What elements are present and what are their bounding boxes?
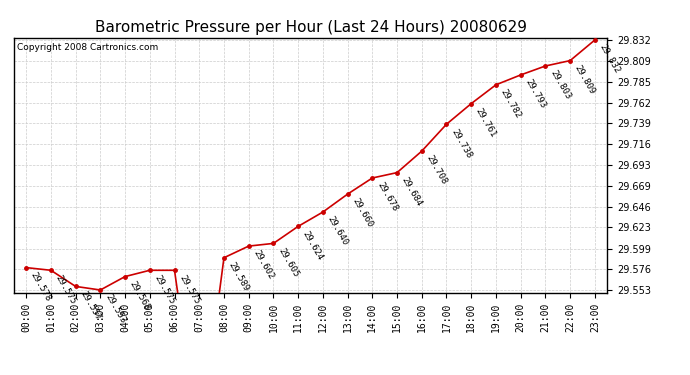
Text: 29.380: 29.380 (0, 374, 1, 375)
Text: 29.803: 29.803 (548, 69, 572, 101)
Text: 29.809: 29.809 (573, 63, 597, 96)
Text: 29.589: 29.589 (227, 261, 250, 293)
Text: 29.782: 29.782 (499, 88, 522, 120)
Text: 29.832: 29.832 (598, 43, 622, 75)
Text: 29.605: 29.605 (276, 246, 300, 279)
Text: 29.578: 29.578 (29, 270, 53, 303)
Text: 29.660: 29.660 (351, 197, 374, 230)
Text: 29.678: 29.678 (375, 181, 399, 213)
Text: 29.624: 29.624 (301, 229, 325, 262)
Text: 29.575: 29.575 (177, 273, 201, 306)
Text: 29.568: 29.568 (128, 279, 152, 312)
Text: 29.793: 29.793 (524, 78, 547, 110)
Text: 29.575: 29.575 (152, 273, 177, 306)
Text: 29.738: 29.738 (449, 127, 473, 159)
Text: 29.575: 29.575 (54, 273, 77, 306)
Text: 29.553: 29.553 (103, 293, 127, 325)
Text: 29.602: 29.602 (251, 249, 275, 281)
Text: 29.640: 29.640 (326, 215, 350, 247)
Text: 29.708: 29.708 (424, 154, 448, 186)
Title: Barometric Pressure per Hour (Last 24 Hours) 20080629: Barometric Pressure per Hour (Last 24 Ho… (95, 20, 526, 35)
Text: 29.761: 29.761 (474, 106, 498, 139)
Text: 29.684: 29.684 (400, 176, 424, 208)
Text: Copyright 2008 Cartronics.com: Copyright 2008 Cartronics.com (17, 43, 158, 52)
Text: 29.557: 29.557 (79, 289, 102, 322)
